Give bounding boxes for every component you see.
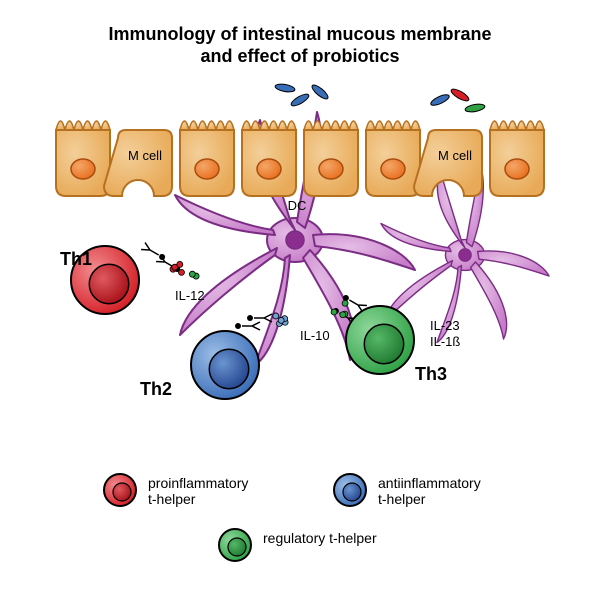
m-cell-label: M cell (128, 148, 162, 163)
il10-label: IL-10 (300, 328, 330, 343)
epithelial-cell (490, 121, 544, 196)
th3-label: Th3 (415, 364, 447, 384)
il12-label: IL-12 (175, 288, 205, 303)
epithelial-cell (56, 121, 110, 196)
bacterium (450, 87, 471, 103)
il1b-label: IL-1ß (430, 334, 460, 349)
epithelial-cell (366, 121, 420, 196)
legend-text: regulatory t-helper (263, 530, 377, 546)
cytokine-dot (278, 317, 284, 323)
cytokine-dot (189, 271, 195, 277)
cytokine-dot (340, 312, 346, 318)
cytokine-dot (331, 309, 337, 315)
legend-text: proinflammatory (148, 475, 248, 491)
title-line1: Immunology of intestinal mucous membrane (108, 24, 491, 44)
legend-text: t-helper (148, 491, 196, 507)
bacterium (310, 83, 330, 101)
dc-label: DC (288, 198, 307, 213)
title-line2: and effect of probiotics (200, 46, 399, 66)
diagram: Immunology of intestinal mucous membrane… (0, 0, 600, 600)
epithelial-cell (180, 121, 234, 196)
m-cell-label: M cell (438, 148, 472, 163)
th3-cell (346, 306, 414, 374)
legend-text: t-helper (378, 491, 426, 507)
th2-label: Th2 (140, 379, 172, 399)
epithelial-cell (304, 121, 358, 196)
bacterium (275, 83, 296, 93)
legend-text: antiinflammatory (378, 475, 481, 491)
bacterium (465, 103, 486, 113)
receptor (247, 314, 272, 322)
cytokine-dot (273, 313, 279, 319)
receptor (235, 322, 260, 330)
epithelial-cell (242, 121, 296, 196)
bacterium (290, 92, 311, 108)
cytokine-dot (342, 300, 348, 306)
cytokine-dot (172, 264, 178, 270)
il23-label: IL-23 (430, 318, 460, 333)
m-cell (104, 130, 172, 196)
th1-label: Th1 (60, 249, 92, 269)
cytokine-dot (178, 269, 184, 275)
bacterium (429, 93, 450, 108)
th2-cell (191, 331, 259, 399)
m-cell (414, 130, 482, 196)
